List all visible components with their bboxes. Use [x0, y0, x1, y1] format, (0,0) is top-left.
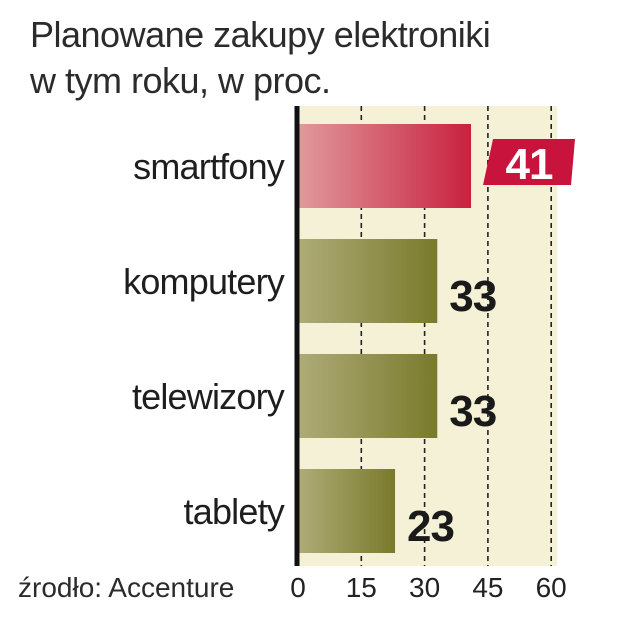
tick-label-15: 15 [346, 572, 377, 603]
title-line-1: Planowane zakupy elektroniki [30, 14, 491, 55]
tick-label-60: 60 [536, 572, 567, 603]
category-label-telewizory: telewizory [132, 376, 285, 417]
bar-tablety [298, 469, 396, 553]
value-badge-smartfony [483, 139, 576, 185]
value-label-tablety: 23 [407, 502, 454, 551]
bar-smartfony [298, 124, 472, 208]
tick-label-45: 45 [472, 572, 503, 603]
tick-label-30: 30 [409, 572, 440, 603]
value-label-telewizory: 33 [449, 387, 496, 436]
title-line-2: w tym roku, w proc. [30, 60, 331, 101]
value-label-smartfony: 41 [506, 140, 553, 189]
category-label-smartfony: smartfony [133, 146, 285, 187]
bar-komputery [298, 239, 438, 323]
value-label-komputery: 33 [449, 272, 496, 321]
bar-telewizory [298, 354, 438, 438]
category-label-tablety: tablety [184, 491, 285, 532]
tick-label-0: 0 [290, 572, 306, 603]
chart-title: Planowane zakupy elektroniki w tym roku,… [30, 12, 630, 104]
category-label-komputery: komputery [123, 261, 285, 302]
source-note: źrodło: Accenture [18, 572, 235, 603]
